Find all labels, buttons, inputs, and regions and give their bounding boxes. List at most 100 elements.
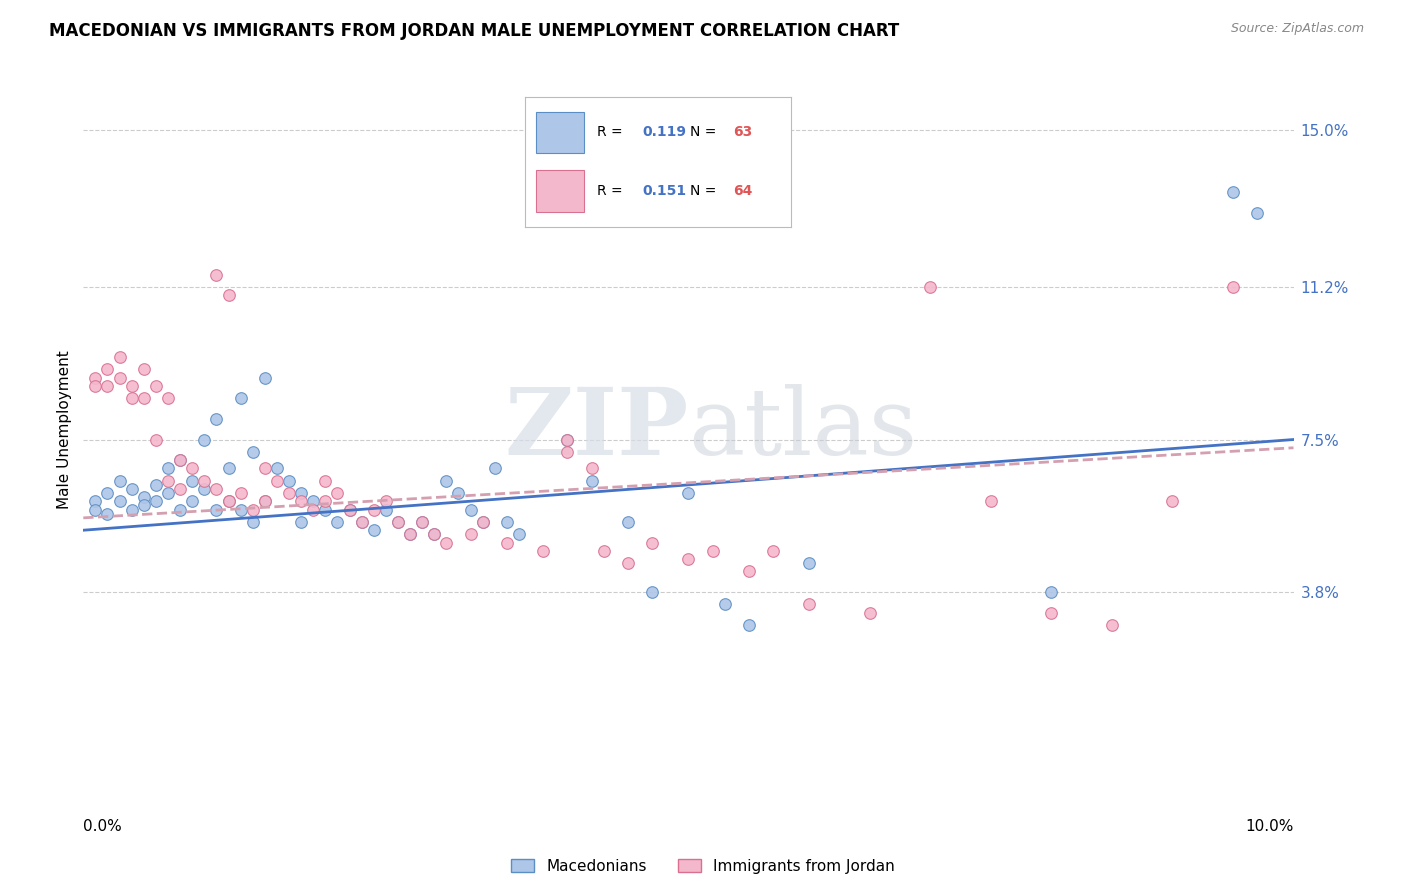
Point [229, 486, 252, 500]
Point [145, 433, 167, 447]
Point [108, 494, 131, 508]
Point [1101, 618, 1123, 632]
Point [132, 499, 155, 513]
Point [253, 494, 276, 508]
Point [121, 502, 143, 516]
Point [471, 515, 494, 529]
Point [278, 474, 301, 488]
Point [156, 392, 179, 406]
Point [132, 392, 155, 406]
Point [678, 552, 700, 566]
Point [399, 527, 422, 541]
Point [121, 482, 143, 496]
Legend: Macedonians, Immigrants from Jordan: Macedonians, Immigrants from Jordan [505, 853, 901, 880]
Point [181, 474, 204, 488]
Point [702, 544, 724, 558]
Text: 10.0%: 10.0% [1246, 819, 1294, 834]
Point [738, 618, 761, 632]
Point [411, 515, 433, 529]
Point [641, 585, 664, 599]
Point [181, 461, 204, 475]
Point [387, 515, 409, 529]
Text: ZIP: ZIP [505, 384, 689, 475]
Point [350, 515, 373, 529]
Point [302, 494, 325, 508]
Point [169, 453, 191, 467]
Point [84, 379, 107, 393]
Point [1222, 185, 1244, 199]
Point [592, 544, 614, 558]
Point [1161, 494, 1184, 508]
Point [920, 280, 942, 294]
Point [460, 527, 482, 541]
Point [557, 433, 579, 447]
Point [471, 515, 494, 529]
Point [484, 461, 506, 475]
Point [145, 494, 167, 508]
Point [557, 433, 579, 447]
Point [156, 474, 179, 488]
Point [713, 598, 735, 612]
Point [242, 515, 264, 529]
Point [387, 515, 409, 529]
Point [84, 370, 107, 384]
Point [1222, 280, 1244, 294]
Point [108, 474, 131, 488]
Point [229, 392, 252, 406]
Point [84, 502, 107, 516]
Point [205, 482, 228, 496]
Text: MACEDONIAN VS IMMIGRANTS FROM JORDAN MALE UNEMPLOYMENT CORRELATION CHART: MACEDONIAN VS IMMIGRANTS FROM JORDAN MAL… [49, 22, 900, 40]
Point [96, 362, 118, 376]
Point [108, 350, 131, 364]
Point [96, 486, 118, 500]
Point [314, 474, 336, 488]
Point [617, 556, 640, 570]
Point [218, 494, 240, 508]
Point [581, 474, 603, 488]
Point [169, 502, 191, 516]
Point [411, 515, 433, 529]
Point [641, 535, 664, 549]
Point [557, 445, 579, 459]
Point [799, 598, 821, 612]
Point [423, 527, 446, 541]
Point [169, 453, 191, 467]
Point [266, 461, 288, 475]
Y-axis label: Male Unemployment: Male Unemployment [58, 350, 72, 508]
Point [132, 490, 155, 504]
Point [460, 502, 482, 516]
Point [617, 515, 640, 529]
Point [132, 362, 155, 376]
Point [121, 392, 143, 406]
Point [218, 494, 240, 508]
Point [193, 482, 215, 496]
Point [253, 461, 276, 475]
Point [496, 535, 519, 549]
Point [218, 288, 240, 302]
Point [205, 268, 228, 282]
Point [266, 474, 288, 488]
Point [508, 527, 530, 541]
Point [374, 494, 396, 508]
Point [302, 502, 325, 516]
Point [374, 502, 396, 516]
Point [229, 502, 252, 516]
Point [434, 535, 457, 549]
Point [363, 502, 385, 516]
Point [156, 486, 179, 500]
Point [156, 461, 179, 475]
Point [253, 494, 276, 508]
Point [218, 461, 240, 475]
Point [423, 527, 446, 541]
Point [96, 379, 118, 393]
Point [738, 565, 761, 579]
Point [326, 515, 349, 529]
Point [242, 502, 264, 516]
Point [121, 379, 143, 393]
Point [980, 494, 1002, 508]
Point [169, 482, 191, 496]
Point [350, 515, 373, 529]
Point [799, 556, 821, 570]
Point [339, 502, 361, 516]
Point [205, 412, 228, 426]
